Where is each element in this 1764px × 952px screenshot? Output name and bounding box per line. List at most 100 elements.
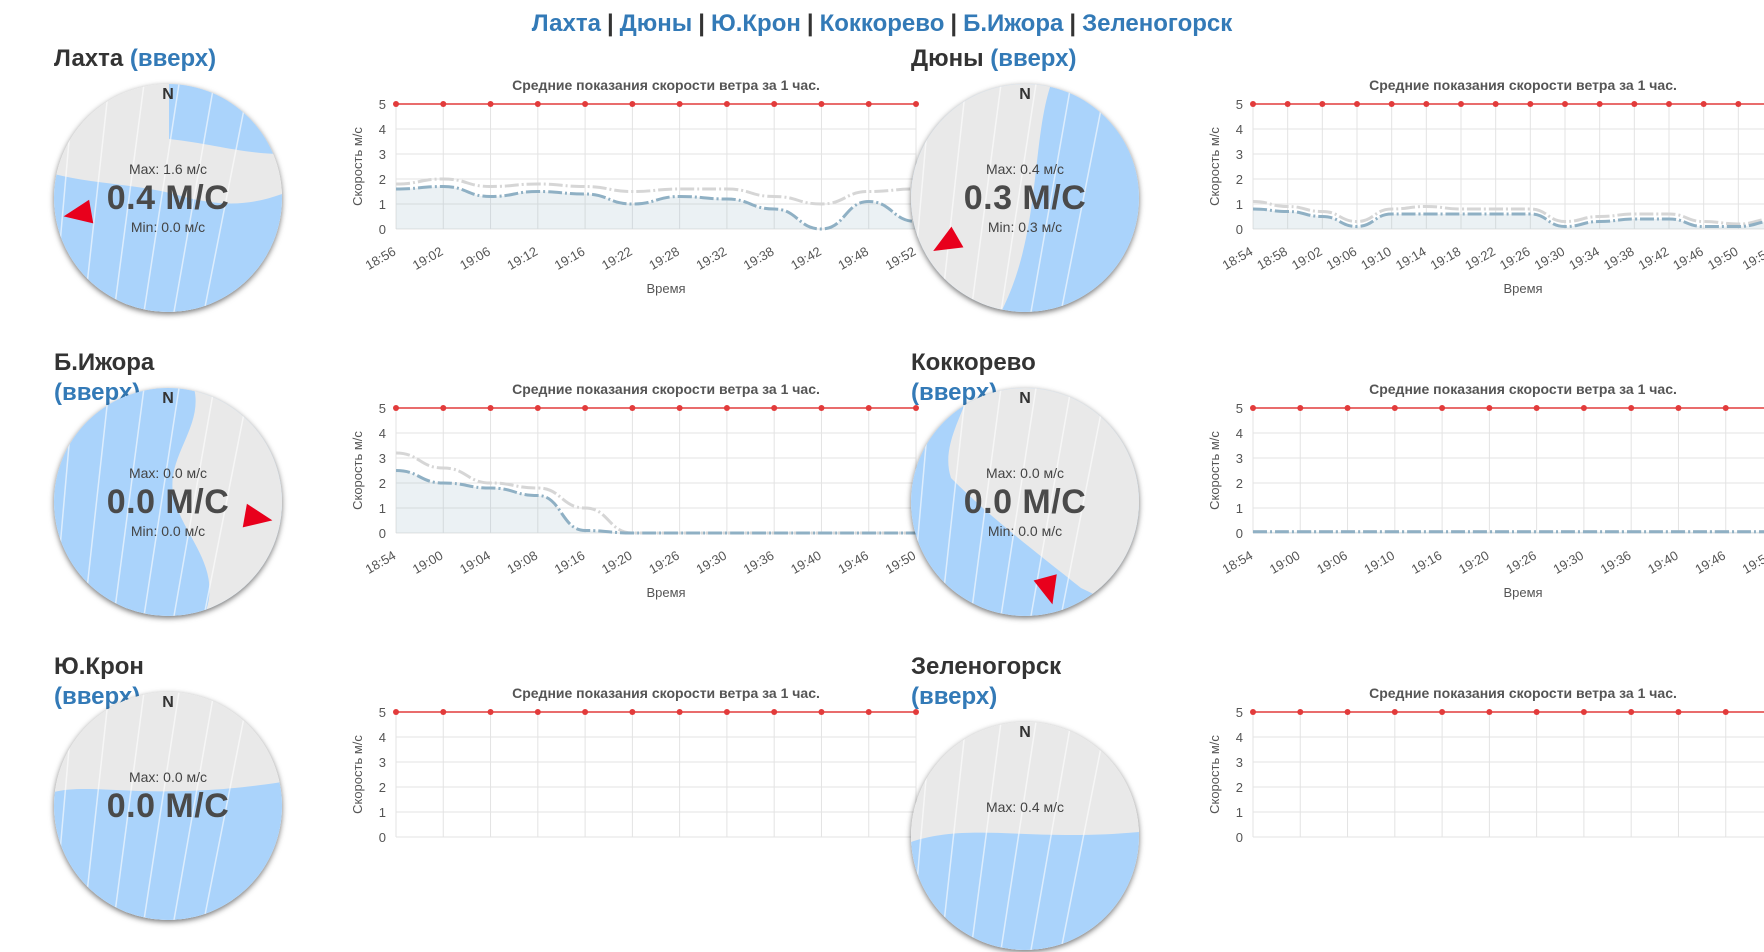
limit-point: [1722, 709, 1729, 715]
limit-point: [1423, 101, 1430, 107]
limit-point: [1722, 405, 1729, 411]
y-tick-label: 3: [379, 451, 386, 466]
wind-chart: Средние показания скорости ветра за 1 ча…: [344, 348, 934, 638]
nav-separator: |: [806, 10, 814, 37]
line-chart: Средние показания скорости ветра за 1 ча…: [350, 685, 919, 845]
nav-link-b-izhora[interactable]: Б.Ижора: [963, 10, 1064, 37]
land-area: [911, 84, 1051, 312]
y-tick-label: 2: [379, 172, 386, 187]
limit-point: [1580, 405, 1587, 411]
x-tick-label: 19:30: [694, 548, 730, 577]
y-axis-label: Скорость м/с: [1207, 735, 1222, 814]
water-area: [169, 84, 282, 154]
current-speed: 0.0 М/С: [963, 483, 1087, 521]
chart-title: Средние показания скорости ветра за 1 ча…: [512, 381, 820, 397]
limit-point: [440, 709, 447, 715]
x-tick-label: 19:30: [1532, 244, 1568, 273]
x-tick-label: 19:22: [599, 244, 635, 273]
nav-link-kokkorevo[interactable]: Коккорево: [819, 10, 945, 37]
limit-point: [393, 709, 399, 715]
x-tick-label: 19:48: [835, 244, 871, 273]
min-speed: Min: 0.0 м/с: [130, 219, 206, 235]
limit-point: [1735, 101, 1742, 107]
limit-point: [1628, 405, 1635, 411]
x-tick-label: 19:46: [835, 548, 871, 577]
y-tick-label: 4: [1236, 122, 1243, 137]
x-tick-label: 19:38: [741, 244, 777, 273]
limit-point: [1533, 709, 1540, 715]
wind-chart: Средние показания скорости ветра за 1 ча…: [344, 44, 934, 334]
limit-point: [676, 709, 683, 715]
limit-point: [582, 709, 589, 715]
limit-point: [393, 405, 399, 411]
x-tick-label: 19:10: [1361, 548, 1397, 577]
limit-point: [1666, 101, 1672, 107]
x-tick-label: 19:46: [1670, 244, 1706, 273]
map-background: [911, 388, 1139, 616]
limit-point: [865, 405, 872, 411]
x-tick-label: 19:26: [1503, 548, 1539, 577]
limit-point: [1297, 405, 1304, 411]
y-tick-label: 3: [1236, 451, 1243, 466]
nav-separator: |: [1069, 10, 1077, 37]
x-tick-label: 18:54: [363, 548, 399, 577]
wind-dial: N Max: 0.0 м/с 0.0 М/С Min: 0.0 м/с: [911, 388, 1139, 616]
limit-point: [1284, 101, 1291, 107]
wind-dial: N Max: 1.6 м/с 0.4 М/С Min: 0.0 м/с: [54, 84, 282, 312]
x-axis-label: Время: [646, 281, 685, 296]
north-label: N: [162, 390, 174, 407]
limit-point: [1628, 709, 1635, 715]
station-name: Лахта: [54, 45, 124, 72]
y-axis-label: Скорость м/с: [350, 735, 365, 814]
x-axis-label: Время: [1503, 281, 1542, 296]
y-tick-label: 5: [379, 705, 386, 720]
limit-point: [1297, 709, 1304, 715]
limit-point: [1319, 101, 1326, 107]
wind-chart: Средние показания скорости ветра за 1 ча…: [1201, 44, 1764, 334]
nav-link-zelenogorsk[interactable]: Зеленогорск: [1082, 10, 1233, 37]
max-speed: Max: 0.0 м/с: [128, 465, 208, 481]
x-tick-label: 19:16: [1409, 548, 1445, 577]
nav-link-dyuny[interactable]: Дюны: [619, 10, 693, 37]
line-chart: Средние показания скорости ветра за 1 ча…: [1207, 381, 1764, 600]
max-speed: Max: 0.4 м/с: [985, 799, 1065, 815]
average-series-line: [1252, 207, 1764, 229]
y-tick-label: 1: [379, 501, 386, 516]
average-series-area: [1253, 209, 1764, 229]
x-tick-label: 19:38: [1601, 244, 1637, 273]
x-tick-label: 19:32: [694, 244, 730, 273]
limit-point: [723, 709, 730, 715]
average-series-area: [396, 470, 916, 533]
limit-point: [1562, 101, 1568, 107]
y-tick-label: 0: [379, 526, 386, 541]
x-tick-label: 19:22: [1462, 244, 1498, 273]
max-speed: Max: 0.0 м/с: [128, 769, 208, 785]
nav-link-yu-kron[interactable]: Ю.Крон: [710, 10, 801, 37]
nav-separator: |: [698, 10, 705, 37]
nav-link-lakhta[interactable]: Лахта: [531, 10, 601, 37]
limit-point: [771, 405, 778, 411]
back-to-top-link[interactable]: (вверх): [990, 45, 1077, 72]
x-tick-label: 19:36: [1598, 548, 1634, 577]
y-tick-label: 1: [1236, 197, 1243, 212]
chart-title: Средние показания скорости ветра за 1 ча…: [1369, 77, 1677, 93]
x-tick-label: 19:04: [457, 548, 493, 577]
y-tick-label: 5: [1236, 401, 1243, 416]
y-axis-label: Скорость м/с: [350, 431, 365, 510]
limit-point: [1631, 101, 1638, 107]
limit-point: [1675, 405, 1682, 411]
y-tick-label: 2: [1236, 172, 1243, 187]
station-name: Зеленогорск: [911, 653, 1062, 680]
back-to-top-link[interactable]: (вверх): [911, 683, 998, 710]
wind-dial: N Max: 0.0 м/с 0.0 М/С Min: 0.0 м/с: [54, 388, 282, 616]
limit-point: [1533, 405, 1540, 411]
current-speed: 0.0 М/С: [106, 483, 230, 521]
back-to-top-link[interactable]: (вверх): [129, 45, 217, 72]
station-title: Дюны (вверх): [911, 44, 1091, 74]
map-background: [911, 84, 1139, 312]
x-tick-label: 19:02: [1289, 244, 1325, 273]
limit-point: [1354, 101, 1360, 107]
current-speed: 0.0 М/С: [106, 787, 230, 825]
limit-point: [1344, 405, 1351, 411]
y-tick-label: 1: [1236, 501, 1243, 516]
